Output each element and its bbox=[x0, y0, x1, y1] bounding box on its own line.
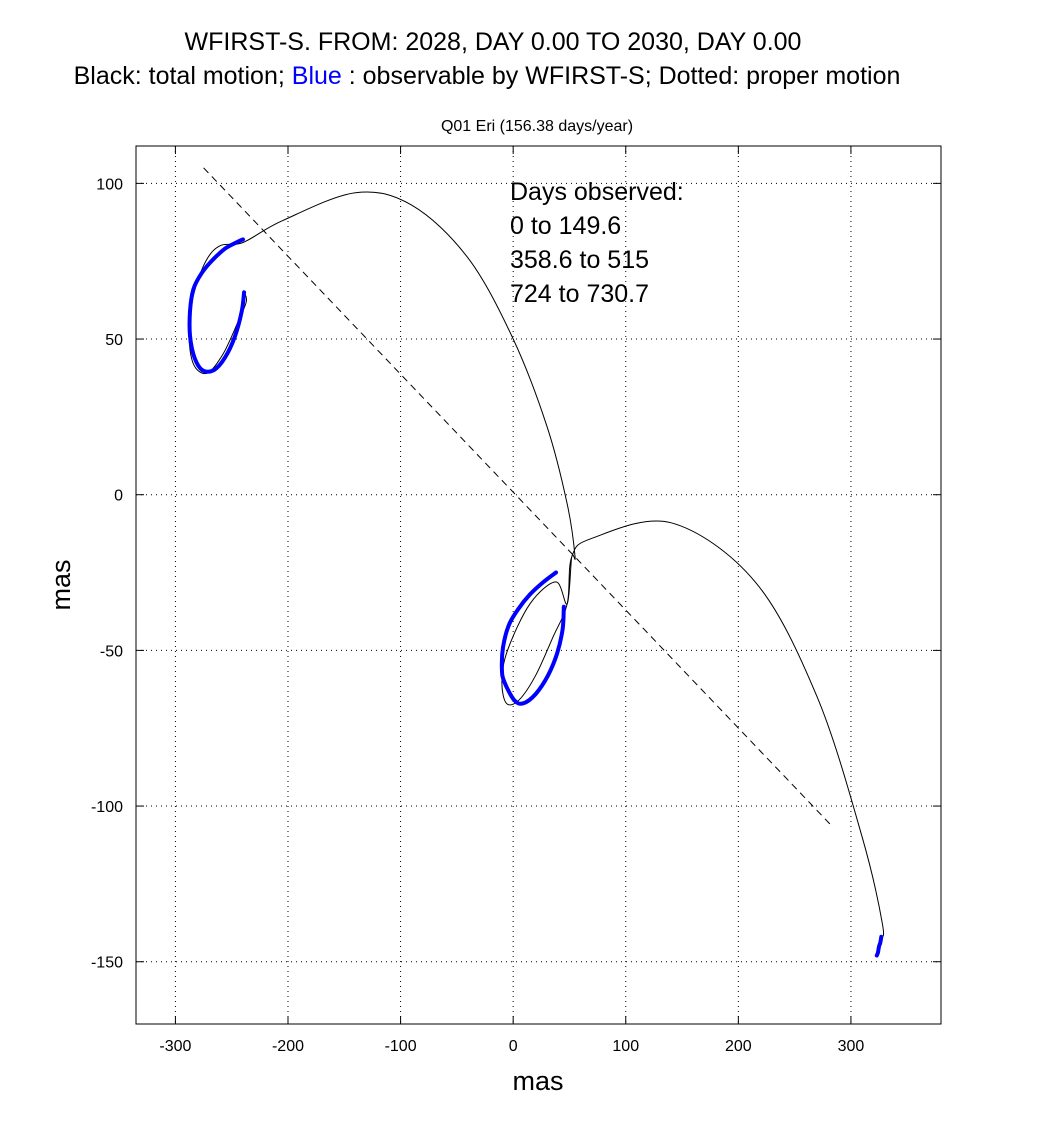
days-observed-annotation: Days observed: 0 to 149.6 358.6 to 515 7… bbox=[510, 178, 684, 308]
x-axis-label: mas bbox=[512, 1066, 563, 1096]
series-layer bbox=[187, 167, 885, 958]
x-tick-label: 0 bbox=[509, 1038, 518, 1055]
chart-title-line1: WFIRST-S. FROM: 2028, DAY 0.00 TO 2030, … bbox=[185, 28, 802, 56]
x-tick-label: 300 bbox=[838, 1038, 865, 1055]
grid-lines bbox=[136, 146, 941, 1024]
chart-subtitle: Q01 Eri (156.38 days/year) bbox=[441, 118, 633, 135]
y-tick-label: -100 bbox=[91, 799, 123, 816]
x-tick-label: 200 bbox=[725, 1038, 752, 1055]
title-legend-blue: Blue bbox=[292, 62, 342, 90]
y-tick-label: -50 bbox=[100, 643, 123, 660]
y-tick-label: -150 bbox=[91, 955, 123, 972]
x-tick-label: -100 bbox=[385, 1038, 417, 1055]
observable-segment-2 bbox=[187, 237, 247, 374]
x-tick-label: -200 bbox=[272, 1038, 304, 1055]
x-tick-label: 100 bbox=[612, 1038, 639, 1055]
tick-layer: -300 -200 -100 0 100 200 300 100 50 0 -50 -100 -150 bbox=[91, 146, 941, 1055]
title-legend-black: Black: total motion; bbox=[74, 62, 285, 90]
annotation-line-2: 0 to 149.6 bbox=[510, 212, 621, 240]
title-legend-rest: : observable by WFIRST-S; Dotted: proper… bbox=[349, 62, 901, 90]
x-tick-label: -300 bbox=[159, 1038, 191, 1055]
y-tick-label: 50 bbox=[105, 332, 123, 349]
observable-segment-3 bbox=[499, 570, 566, 706]
annotation-line-1: Days observed: bbox=[510, 178, 684, 206]
plot-frame bbox=[135, 145, 942, 1025]
y-axis-label: mas bbox=[46, 559, 76, 610]
y-tick-label: 100 bbox=[96, 176, 123, 193]
annotation-line-3: 358.6 to 515 bbox=[510, 246, 649, 274]
proper-motion-line bbox=[203, 167, 832, 826]
observable-segment-4 bbox=[874, 934, 884, 958]
chart-title-line2: Black: total motion; Blue : observable b… bbox=[74, 62, 901, 90]
y-tick-label: 0 bbox=[114, 488, 123, 505]
annotation-line-4: 724 to 730.7 bbox=[510, 280, 649, 308]
